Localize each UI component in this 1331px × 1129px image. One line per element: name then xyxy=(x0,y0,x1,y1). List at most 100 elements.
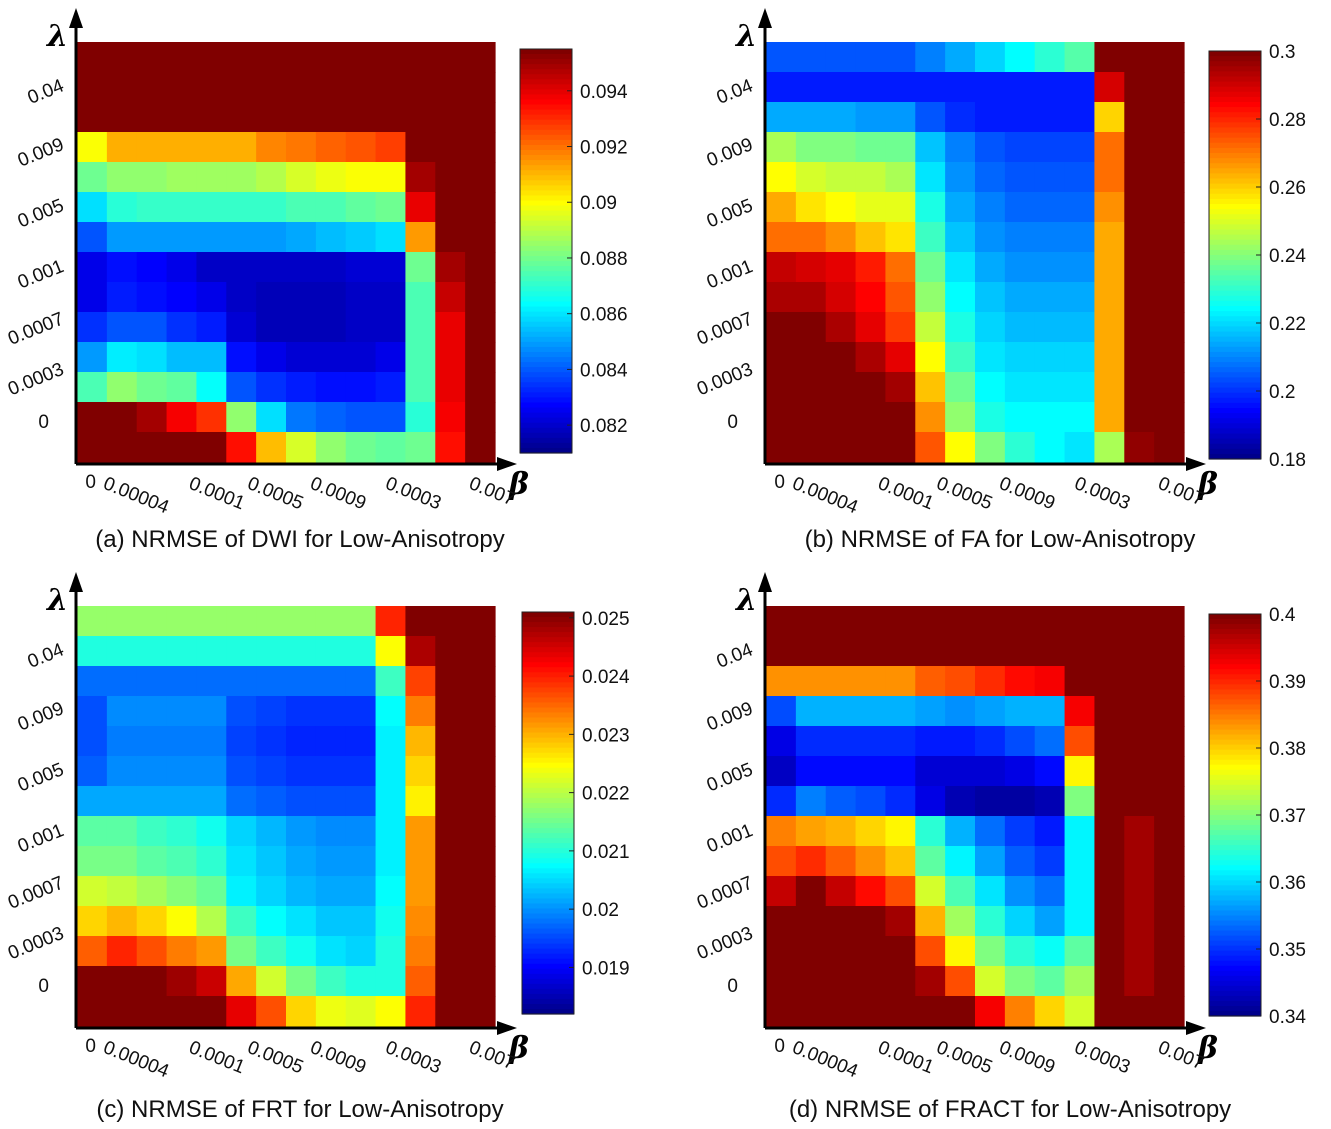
heatmap-cell xyxy=(855,906,887,937)
colorbar-tick-label: 0.024 xyxy=(582,667,630,688)
heatmap-cell xyxy=(286,996,317,1027)
heatmap-cell xyxy=(226,846,257,877)
heatmap-cell xyxy=(855,726,887,757)
heatmap-cell xyxy=(1154,72,1185,103)
heatmap-cell xyxy=(915,282,946,313)
heatmap-cell xyxy=(1094,756,1125,787)
heatmap-cell xyxy=(465,132,496,163)
colorbar-gradient-step xyxy=(1209,91,1261,98)
heatmap-cell xyxy=(975,846,1006,877)
colorbar-tick-label: 0.39 xyxy=(1269,672,1306,693)
heatmap-cell xyxy=(1004,846,1036,877)
heatmap-cell xyxy=(825,132,857,163)
heatmap-cell xyxy=(405,102,436,133)
heatmap-cell xyxy=(915,696,946,727)
heatmap-cell xyxy=(375,42,407,73)
colorbar-gradient-step xyxy=(1209,173,1261,180)
heatmap-cell xyxy=(166,876,198,907)
colorbar-gradient-step xyxy=(520,240,572,247)
colorbar-gradient-step xyxy=(1209,794,1261,801)
heatmap-cell xyxy=(795,846,827,877)
heatmap-cell xyxy=(375,132,407,163)
heatmap-cell xyxy=(915,402,946,433)
heatmap-cell xyxy=(465,222,496,253)
heatmap-cell xyxy=(885,846,916,877)
heatmap-cell xyxy=(885,192,916,223)
heatmap-cell xyxy=(405,816,436,847)
heatmap-cell xyxy=(405,966,436,997)
y-tick-label: 0.04 xyxy=(25,75,68,108)
heatmap-cell xyxy=(1124,966,1155,997)
heatmap-cell xyxy=(166,72,198,103)
heatmap-cell xyxy=(1094,402,1125,433)
colorbar-gradient-step xyxy=(520,195,572,202)
heatmap-cell xyxy=(766,756,797,787)
colorbar-gradient-step xyxy=(1209,270,1261,276)
heatmap-cell xyxy=(1124,996,1155,1027)
heatmap-cell xyxy=(1034,696,1066,727)
y-tick-label: 0.0007 xyxy=(5,309,67,350)
heatmap-cell xyxy=(77,312,108,343)
colorbar-gradient-step xyxy=(522,863,574,869)
heatmap-cell xyxy=(106,222,138,253)
heatmap-cell xyxy=(915,102,946,133)
colorbar-gradient-step xyxy=(1209,779,1261,786)
colorbar-gradient-step xyxy=(522,762,574,769)
heatmap-cell xyxy=(855,666,887,697)
heatmap-cell xyxy=(975,876,1006,907)
heatmap-cell xyxy=(196,192,227,223)
y-axis-arrow xyxy=(758,8,772,28)
heatmap-cell xyxy=(166,606,198,637)
colorbar-gradient-step xyxy=(1209,865,1261,871)
heatmap-cell xyxy=(825,222,857,253)
heatmap-cell xyxy=(945,786,976,817)
colorbar-gradient-step xyxy=(1209,71,1261,78)
colorbar-gradient-step xyxy=(522,637,574,643)
heatmap-cell xyxy=(286,666,317,697)
heatmap-cell xyxy=(1004,372,1036,403)
heatmap-cell xyxy=(1064,666,1096,697)
heatmap-cell xyxy=(975,402,1006,433)
colorbar-gradient-step xyxy=(520,397,572,404)
heatmap-cell xyxy=(375,906,407,937)
colorbar-gradient-step xyxy=(1209,382,1261,389)
heatmap-cell xyxy=(405,756,436,787)
colorbar-gradient-step xyxy=(1209,820,1261,826)
heatmap-cell xyxy=(435,252,466,283)
y-tick-label: 0 xyxy=(727,412,738,433)
colorbar-gradient-step xyxy=(1209,669,1261,675)
heatmap-cell xyxy=(226,606,257,637)
heatmap-cell xyxy=(885,432,916,463)
y-axis-label: λ xyxy=(45,19,68,54)
heatmap-cell xyxy=(915,252,946,283)
colorbar-gradient-step xyxy=(1209,423,1261,429)
heatmap-cell xyxy=(975,192,1006,223)
heatmap-cell xyxy=(1124,192,1155,223)
heatmap-cell xyxy=(77,222,108,253)
colorbar-gradient-step xyxy=(1209,260,1261,266)
colorbar-tick-label: 0.18 xyxy=(1269,450,1306,471)
colorbar-gradient-step xyxy=(522,878,574,884)
colorbar-gradient-step xyxy=(520,412,572,419)
heatmap-cell xyxy=(1094,966,1125,997)
heatmap-cell xyxy=(915,312,946,343)
colorbar-tick-label: 0.26 xyxy=(1269,178,1306,199)
heatmap-cell xyxy=(885,402,916,433)
heatmap-cell xyxy=(795,372,827,403)
heatmap-cell xyxy=(766,726,797,757)
colorbar-gradient-step xyxy=(1209,351,1261,358)
heatmap-cell xyxy=(405,432,436,463)
heatmap-cell xyxy=(855,846,887,877)
heatmap-cell xyxy=(286,606,317,637)
heatmap-cell xyxy=(136,696,168,727)
heatmap-cell xyxy=(315,312,347,343)
colorbar-gradient-step xyxy=(520,104,572,111)
colorbar-gradient-step xyxy=(1209,51,1261,57)
heatmap-cell xyxy=(256,432,287,463)
heatmap-cell xyxy=(915,606,946,637)
heatmap-cell xyxy=(1154,312,1185,343)
colorbar-gradient-step xyxy=(520,367,572,373)
heatmap-cell xyxy=(286,876,317,907)
heatmap-cell xyxy=(106,966,138,997)
